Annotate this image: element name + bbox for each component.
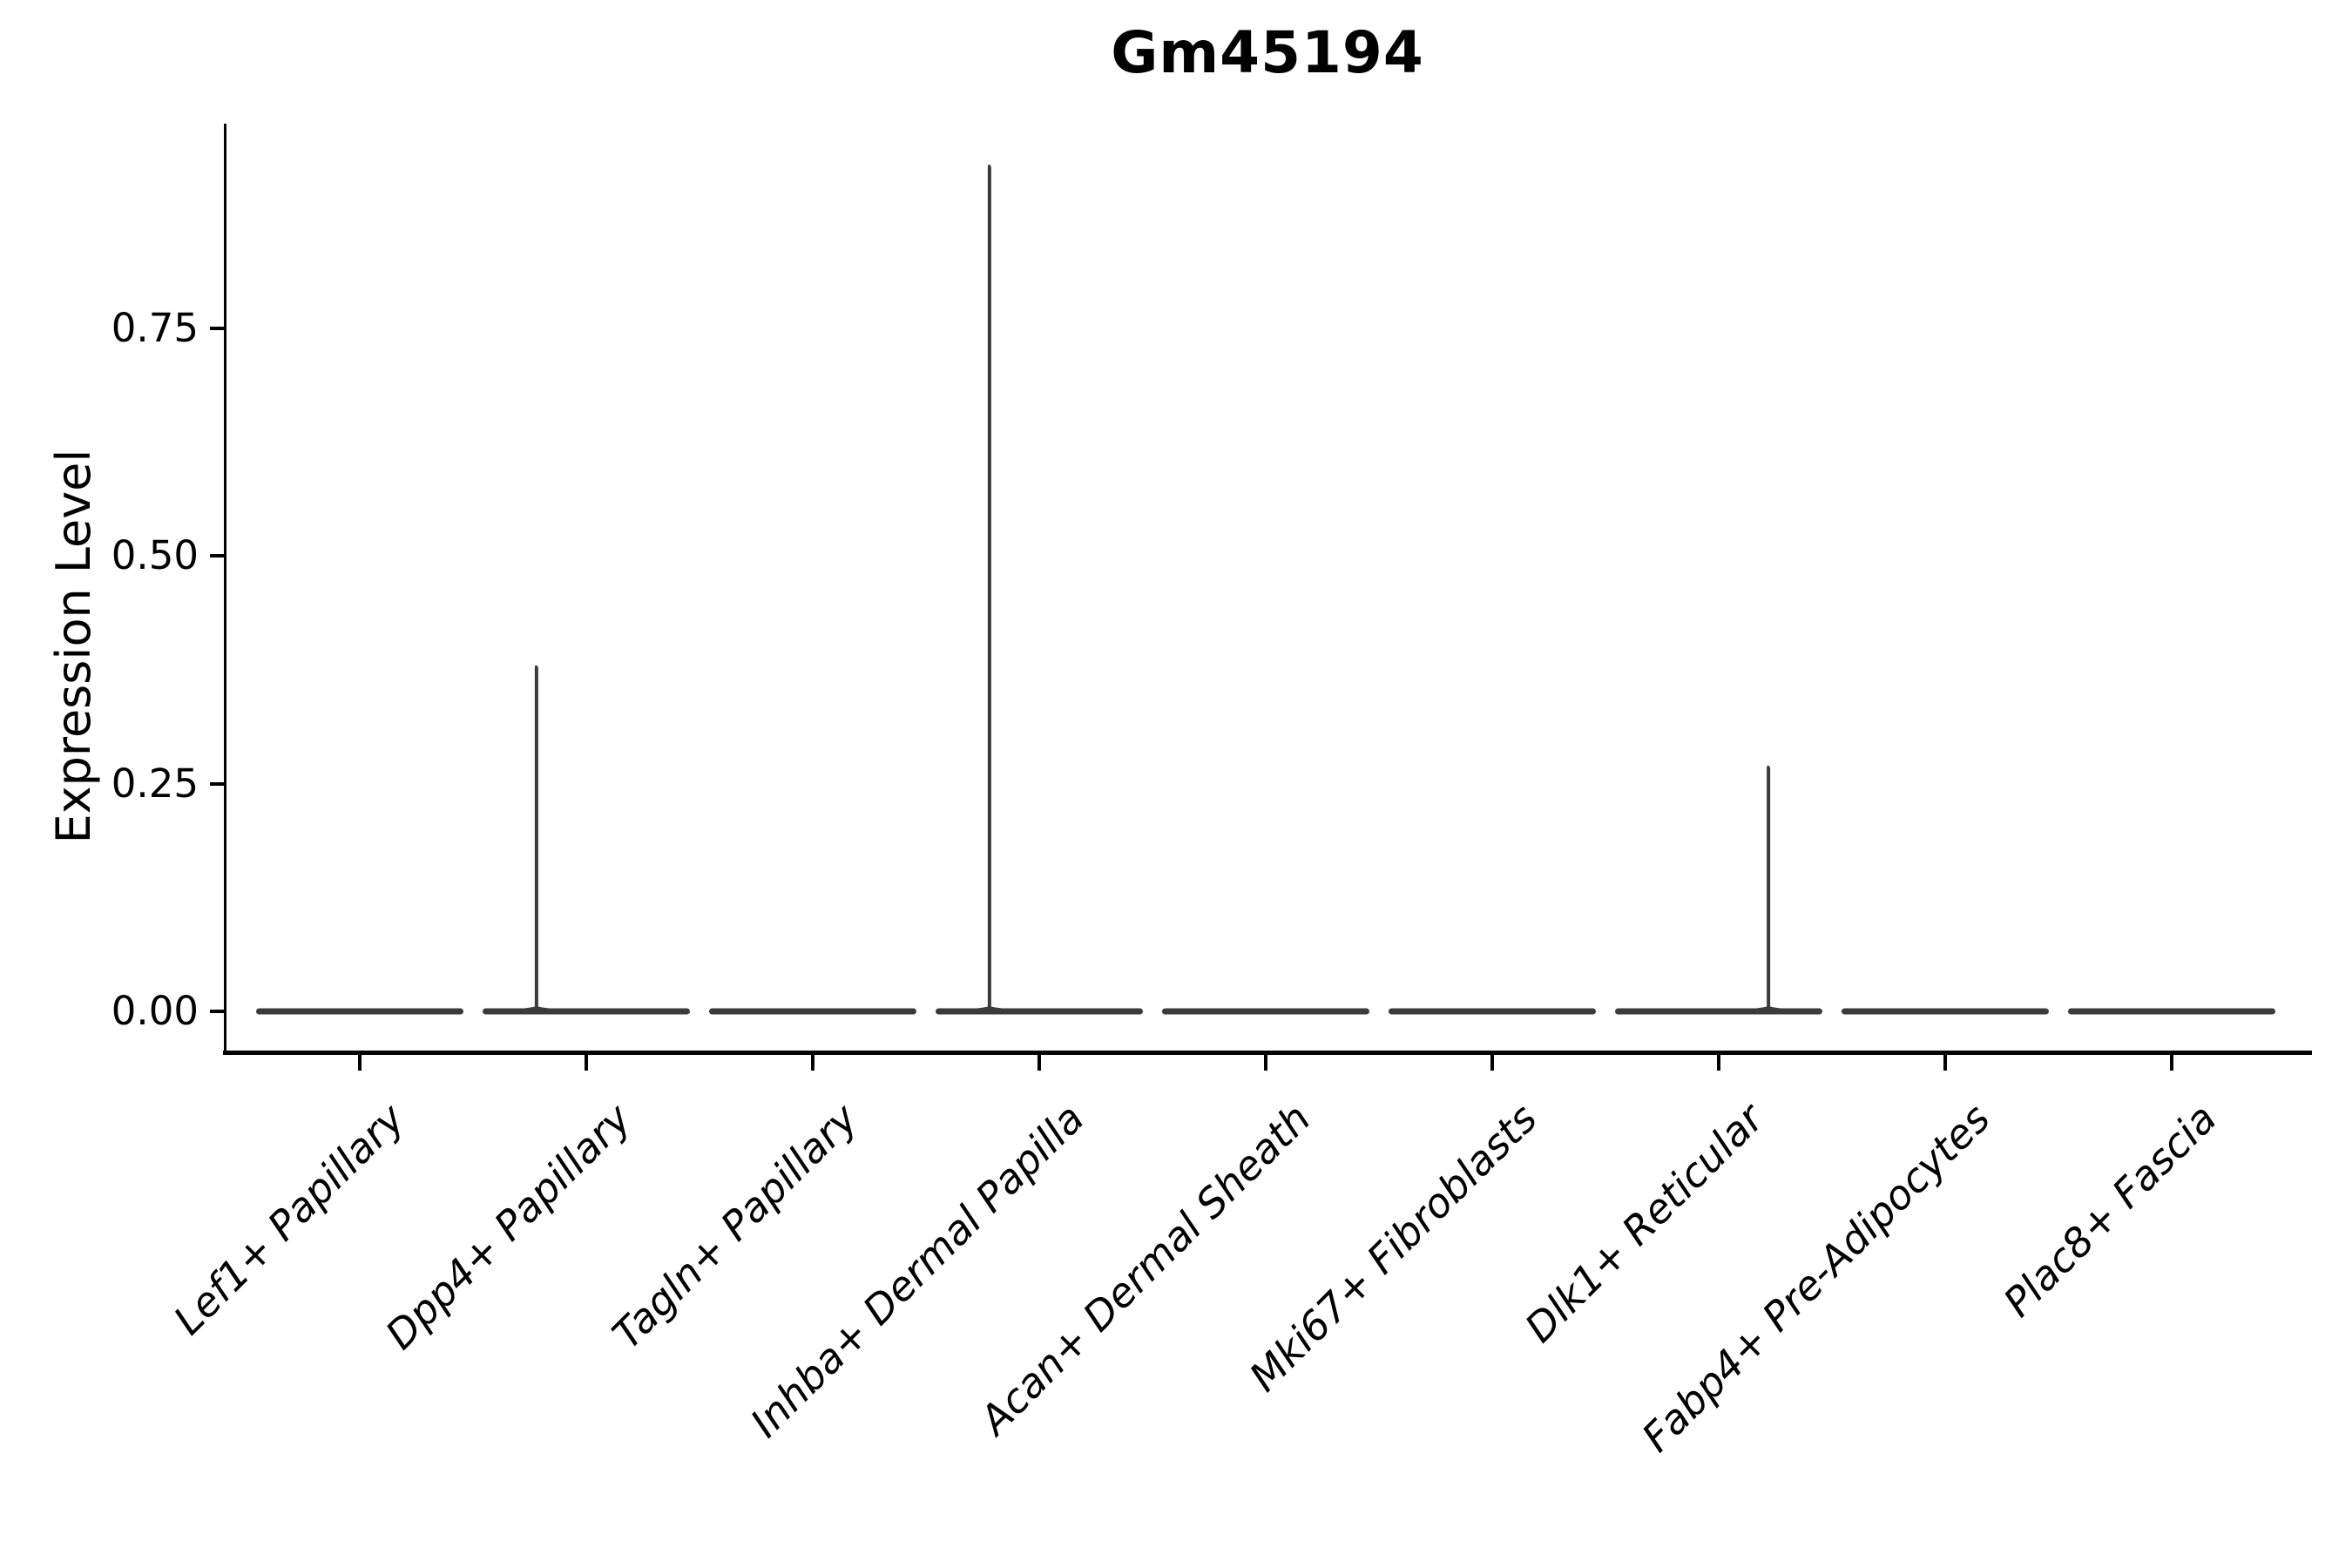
y-tick-label: 0.50	[111, 532, 199, 579]
x-tick	[1943, 1055, 1947, 1071]
violin-body	[1842, 1008, 2049, 1015]
violin-body	[256, 1008, 463, 1015]
violin-body	[709, 1008, 916, 1015]
violin-spike	[534, 665, 538, 1011]
violin-body	[1389, 1008, 1596, 1015]
y-tick	[210, 781, 225, 786]
y-tick	[210, 554, 225, 558]
x-tick	[1264, 1055, 1267, 1071]
violin-body	[2068, 1008, 2275, 1015]
y-tick-label: 0.00	[111, 988, 199, 1034]
x-tick	[1717, 1055, 1720, 1071]
violin-body	[1162, 1008, 1369, 1015]
y-axis-spine	[224, 124, 226, 1055]
x-tick	[1490, 1055, 1494, 1071]
y-tick	[210, 1010, 225, 1013]
x-tick	[585, 1055, 588, 1071]
x-tick	[358, 1055, 362, 1071]
y-tick-label: 0.75	[111, 305, 199, 352]
x-tick	[2170, 1055, 2173, 1071]
violin-spike	[1767, 765, 1771, 1011]
y-tick	[210, 327, 225, 331]
y-tick-label: 0.25	[111, 760, 199, 807]
x-axis-spine	[223, 1051, 2312, 1055]
x-tick	[811, 1055, 814, 1071]
plot-title: Gm45194	[1111, 19, 1424, 86]
violin-spike	[987, 164, 991, 1012]
x-tick	[1037, 1055, 1041, 1071]
